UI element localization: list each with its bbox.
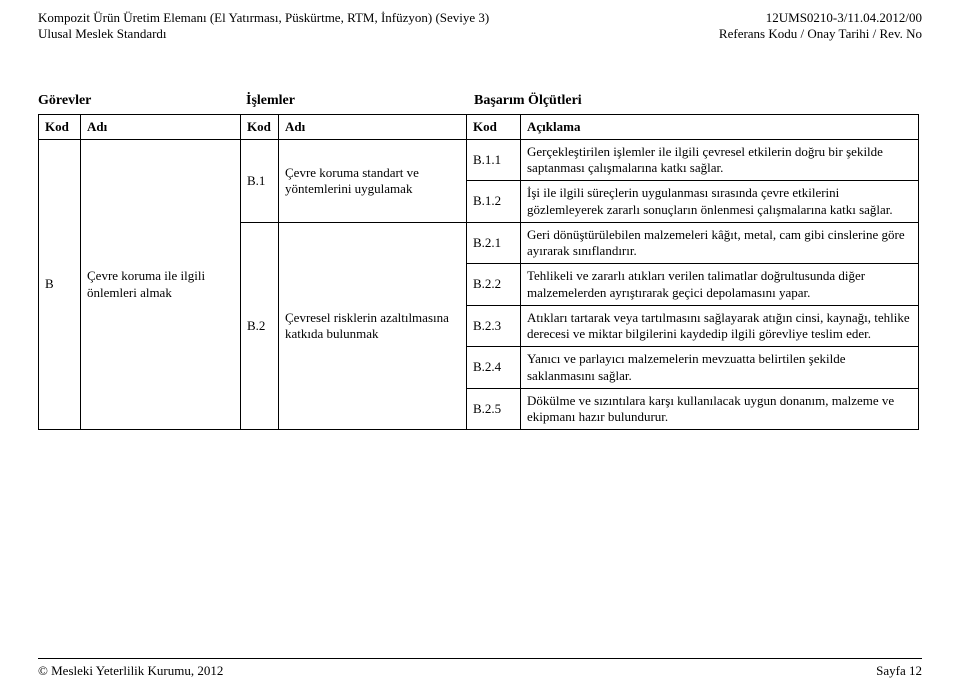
olcut-aciklama-cell: İşi ile ilgili süreçlerin uygulanması sı… <box>521 181 919 223</box>
islem-adi-cell: Çevresel risklerin azaltılmasına katkıda… <box>279 222 467 430</box>
footer-rule <box>38 658 922 659</box>
document-header: Kompozit Ürün Üretim Elemanı (El Yatırma… <box>38 10 922 56</box>
section-head-basarim: Başarım Ölçütleri <box>474 92 922 110</box>
islem-kod-cell: B.2 <box>241 222 279 430</box>
table-header-row: Kod Adı Kod Adı Kod Açıklama <box>39 114 919 139</box>
footer-left: © Mesleki Yeterlilik Kurumu, 2012 <box>38 663 223 679</box>
olcut-kod-cell: B.2.4 <box>467 347 521 389</box>
olcut-kod-cell: B.2.5 <box>467 388 521 430</box>
olcut-aciklama-cell: Tehlikeli ve zararlı atıkları verilen ta… <box>521 264 919 306</box>
col-head-kod-3: Kod <box>467 114 521 139</box>
table-row: B Çevre koruma ile ilgili önlemleri alma… <box>39 139 919 181</box>
section-head-gorevler: Görevler <box>38 92 246 110</box>
section-head-islemler: İşlemler <box>246 92 474 110</box>
header-left-bottom: Ulusal Meslek Standardı <box>38 26 489 42</box>
olcut-kod-cell: B.1.2 <box>467 181 521 223</box>
header-right-bottom: Referans Kodu / Onay Tarihi / Rev. No <box>719 26 922 42</box>
header-left-top: Kompozit Ürün Üretim Elemanı (El Yatırma… <box>38 10 489 26</box>
page-footer: © Mesleki Yeterlilik Kurumu, 2012 Sayfa … <box>38 663 922 679</box>
col-head-aciklama: Açıklama <box>521 114 919 139</box>
olcut-kod-cell: B.2.3 <box>467 305 521 347</box>
islem-adi-cell: Çevre koruma standart ve yöntemlerini uy… <box>279 139 467 222</box>
col-head-adi-1: Adı <box>81 114 241 139</box>
olcut-kod-cell: B.2.2 <box>467 264 521 306</box>
section-header-row: Görevler İşlemler Başarım Ölçütleri Kod … <box>38 92 922 430</box>
gorev-adi-cell: Çevre koruma ile ilgili önlemleri almak <box>81 139 241 430</box>
olcut-aciklama-cell: Atıkları tartarak veya tartılmasını sağl… <box>521 305 919 347</box>
olcut-aciklama-cell: Yanıcı ve parlayıcı malzemelerin mevzuat… <box>521 347 919 389</box>
olcut-aciklama-cell: Geri dönüştürülebilen malzemeleri kâğıt,… <box>521 222 919 264</box>
col-head-kod-1: Kod <box>39 114 81 139</box>
olcut-kod-cell: B.1.1 <box>467 139 521 181</box>
criteria-table: Kod Adı Kod Adı Kod Açıklama B Çevre kor… <box>38 114 919 431</box>
header-right-top: 12UMS0210-3/11.04.2012/00 <box>719 10 922 26</box>
gorev-kod-cell: B <box>39 139 81 430</box>
olcut-kod-cell: B.2.1 <box>467 222 521 264</box>
olcut-aciklama-cell: Gerçekleştirilen işlemler ile ilgili çev… <box>521 139 919 181</box>
col-head-kod-2: Kod <box>241 114 279 139</box>
olcut-aciklama-cell: Dökülme ve sızıntılara karşı kullanılaca… <box>521 388 919 430</box>
footer-right: Sayfa 12 <box>876 663 922 679</box>
islem-kod-cell: B.1 <box>241 139 279 222</box>
col-head-adi-2: Adı <box>279 114 467 139</box>
